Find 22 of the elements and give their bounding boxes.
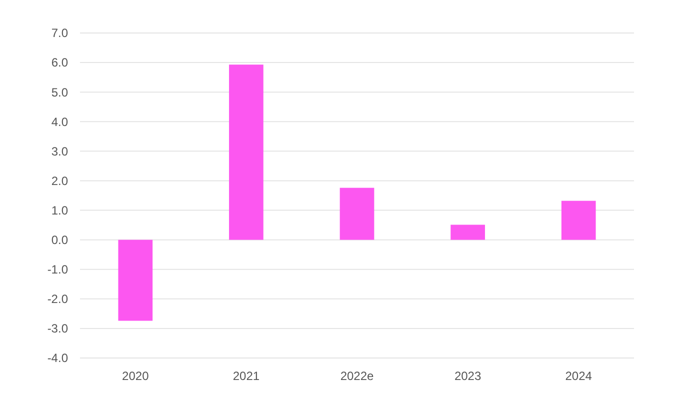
y-tick-label: -4.0	[47, 351, 68, 366]
y-tick-label: 2.0	[51, 174, 68, 188]
y-tick-label: 4.0	[51, 114, 68, 129]
x-tick-label: 2021	[232, 369, 260, 383]
bar	[340, 188, 374, 240]
y-tick-label: 6.0	[51, 56, 68, 70]
x-tick-label: 2022e	[340, 369, 374, 383]
y-tick-label: 5.0	[51, 85, 68, 100]
x-tick-label: 2020	[122, 369, 150, 383]
y-tick-label: 1.0	[51, 203, 68, 218]
bar	[450, 224, 485, 240]
x-tick-label: 2023	[454, 369, 482, 383]
y-tick-label: -2.0	[47, 292, 68, 306]
bar	[561, 200, 596, 240]
bar	[229, 64, 264, 240]
y-tick-label: 3.0	[51, 144, 68, 158]
y-tick-label: 7.0	[51, 26, 68, 40]
y-tick-label: -1.0	[47, 262, 68, 277]
x-tick-label: 2024	[565, 369, 592, 383]
y-tick-label: -3.0	[47, 322, 68, 336]
bar	[118, 240, 153, 321]
y-tick-label: 0.0	[51, 233, 68, 248]
